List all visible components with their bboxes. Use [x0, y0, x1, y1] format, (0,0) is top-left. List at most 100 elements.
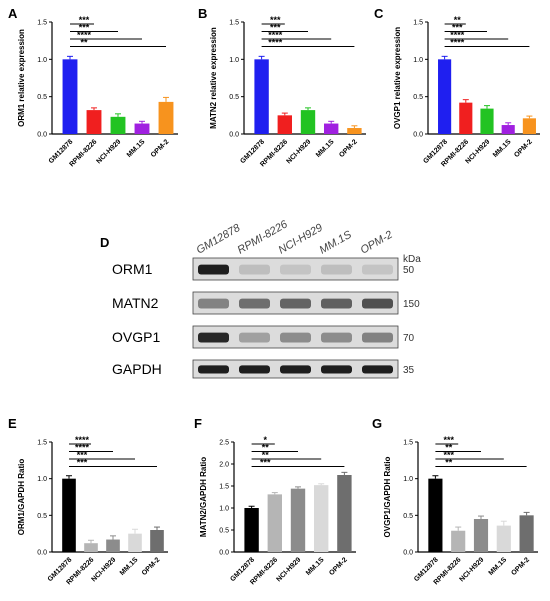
panel-letter: E [8, 416, 17, 431]
bar [347, 128, 362, 134]
y-axis-label: ORM1/GAPDH Ratio [17, 459, 26, 536]
significance-label: **** [268, 38, 283, 48]
blot-band [280, 264, 311, 275]
panel-letter: G [372, 416, 382, 431]
panel-letter: B [198, 6, 207, 21]
y-tick-label: 0.5 [413, 94, 423, 101]
blot-band [198, 298, 229, 309]
x-tick-label: OPM-2 [150, 138, 171, 159]
x-tick-label: OPM-2 [141, 556, 162, 577]
lane-label: OPM-2 [359, 229, 395, 257]
bar [106, 539, 120, 552]
blot-band [198, 332, 229, 343]
y-tick-label: 0.0 [403, 550, 413, 557]
significance-label: *** [444, 435, 455, 445]
significance-label: *** [77, 458, 88, 468]
y-tick-label: 0.0 [37, 550, 47, 557]
y-tick-label: 0.5 [219, 528, 229, 535]
y-tick-label: 2.0 [219, 462, 229, 469]
y-tick-label: 1.5 [403, 440, 413, 447]
bar [337, 475, 352, 552]
significance-label: *** [79, 23, 90, 33]
panel-letter: C [374, 6, 384, 21]
blot-band [321, 365, 352, 374]
y-tick-label: 1.0 [413, 57, 423, 64]
blot-band [198, 264, 229, 275]
molecular-weight-label: 50 [403, 265, 415, 276]
y-tick-label: 0.5 [37, 513, 47, 520]
bar [277, 115, 292, 134]
bar [244, 508, 259, 552]
bar [459, 102, 473, 134]
x-tick-label: NCI-H929 [95, 138, 122, 165]
molecular-weight-label: 70 [403, 333, 415, 344]
x-tick-label: MM.1S [119, 556, 140, 577]
bar [496, 525, 511, 552]
significance-label: *** [77, 450, 88, 460]
blot-band [321, 332, 352, 343]
y-axis-label: MATN2/GAPDH Ratio [199, 457, 208, 537]
significance-label: ** [445, 443, 453, 453]
significance-label: * [263, 435, 267, 445]
x-tick-label: NCI-H929 [458, 556, 485, 583]
significance-label: ** [445, 458, 453, 468]
x-tick-label: OPM-2 [510, 556, 531, 577]
bar [428, 478, 443, 552]
x-tick-label: OPM-2 [338, 138, 359, 159]
significance-label: ** [454, 15, 462, 25]
bar [501, 125, 515, 134]
bar [438, 59, 452, 135]
blot-band [362, 298, 393, 309]
significance-label: *** [270, 23, 281, 33]
y-axis-label: OVGP1/GAPDH Ratio [383, 456, 392, 537]
significance-label: ** [262, 450, 270, 460]
bar [519, 515, 534, 552]
bar [254, 59, 269, 135]
significance-label: ** [80, 38, 88, 48]
bar [86, 110, 102, 134]
bar [480, 108, 494, 134]
blot-band [321, 264, 352, 275]
blot-band [321, 298, 352, 309]
y-tick-label: 1.5 [37, 20, 47, 27]
y-tick-label: 1.0 [229, 57, 239, 64]
y-tick-label: 0.5 [229, 94, 239, 101]
x-tick-label: NCI-H929 [90, 556, 117, 583]
blot-row-label: MATN2 [112, 295, 159, 311]
x-tick-label: MM.1S [488, 556, 509, 577]
y-tick-label: 1.5 [229, 20, 239, 27]
x-tick-label: MM.1S [315, 138, 336, 159]
y-tick-label: 0.5 [37, 94, 47, 101]
bar [84, 543, 98, 552]
bar [62, 478, 76, 552]
significance-label: *** [452, 23, 463, 33]
significance-label: *** [79, 15, 90, 25]
blot-band [280, 332, 311, 343]
bar [473, 519, 489, 552]
significance-label: **** [75, 443, 90, 453]
bar [62, 59, 78, 135]
bar [134, 123, 150, 134]
bar [267, 494, 282, 552]
y-tick-label: 1.0 [37, 57, 47, 64]
lane-label: GM12878 [195, 222, 244, 257]
blot-row-label: ORM1 [112, 261, 153, 277]
y-tick-label: 0.0 [229, 132, 239, 139]
panel-letter: F [194, 416, 202, 431]
blot-band [362, 365, 393, 374]
x-tick-label: MM.1S [492, 138, 513, 159]
y-tick-label: 0.0 [413, 132, 423, 139]
panel-letter: D [100, 235, 109, 250]
y-tick-label: 1.5 [413, 20, 423, 27]
bar [290, 488, 306, 552]
y-tick-label: 1.5 [219, 484, 229, 491]
molecular-weight-label: 150 [403, 299, 420, 310]
blot-row-label: GAPDH [112, 361, 162, 377]
blot-band [239, 298, 270, 309]
